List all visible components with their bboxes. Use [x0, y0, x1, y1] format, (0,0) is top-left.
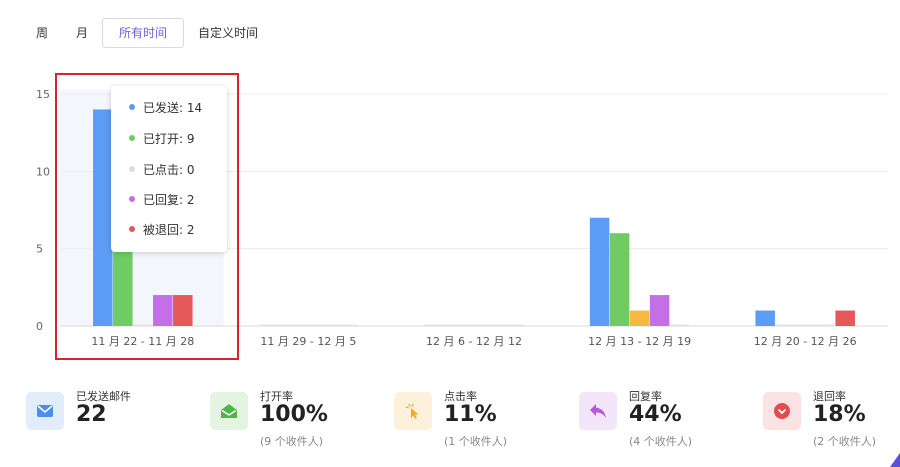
highlight-box [55, 73, 239, 360]
bar-4-4 [835, 310, 855, 326]
x-tick-label: 12 月 20 - 12 月 26 [754, 335, 857, 348]
bar-2-2 [464, 324, 484, 326]
y-tick-label: 10 [36, 165, 50, 178]
stat-label: 点击率 [444, 390, 477, 403]
tab-week[interactable]: 周 [36, 26, 49, 40]
stat-value: 22 [76, 402, 107, 427]
bar-0-4 [755, 310, 775, 326]
bar-4-3 [669, 324, 690, 326]
tab-all-time[interactable]: 所有时间 [102, 18, 185, 48]
tooltip-dot-bounced [129, 226, 135, 232]
bar-2-1 [298, 324, 319, 326]
x-tick-label: 11 月 29 - 12 月 5 [260, 335, 356, 348]
y-tick-label: 15 [36, 88, 50, 101]
stat-sub: (2 个收件人) [813, 435, 877, 448]
stat-value: 100% [260, 402, 328, 427]
bar-3-0 [153, 295, 173, 326]
stat-sub: (1 个收件人) [444, 435, 508, 448]
bar-3-2 [484, 324, 504, 326]
tab-month[interactable]: 月 [76, 26, 89, 40]
tooltip-item-bounced: 被退回: 2 [129, 221, 195, 237]
tooltip-label-bounced: 被退回: 2 [143, 222, 195, 237]
stat-value: 11% [444, 402, 497, 427]
tooltip-dot-replied [129, 196, 135, 202]
bar-4-1 [338, 324, 359, 326]
bar-0-1 [258, 324, 279, 326]
bar-0-3 [589, 217, 610, 326]
mail-icon [26, 392, 64, 430]
stat-value: 44% [629, 402, 682, 427]
x-tick-label: 12 月 6 - 12 月 12 [426, 335, 522, 348]
cursor-click-icon [394, 392, 432, 430]
bar-3-1 [318, 324, 339, 326]
bar-2-3 [629, 310, 650, 326]
bounce-icon [763, 392, 801, 430]
chart-tooltip: 已发送: 14 已打开: 9 已点击: 0 已回复: 2 被退回: 2 [111, 86, 227, 252]
x-tick-label: 11 月 22 - 11 月 28 [91, 335, 194, 348]
stats-bar: 已发送邮件 22 打开率 100% (9 个收件人) 点击率 11% (1 个收… [0, 388, 900, 458]
bar-3-3 [649, 295, 670, 326]
tooltip-item-replied: 已回复: 2 [129, 191, 195, 207]
tooltip-dot-clicked [129, 166, 135, 172]
tooltip-label-replied: 已回复: 2 [143, 192, 195, 207]
bar-1-4 [775, 324, 795, 326]
y-tick-label: 0 [36, 320, 43, 333]
stat-label: 退回率 [813, 390, 846, 403]
bar-3-4 [815, 324, 835, 326]
stat-label: 已发送邮件 [76, 390, 131, 403]
x-tick-label: 12 月 13 - 12 月 19 [588, 335, 691, 348]
bar-1-3 [609, 233, 630, 326]
stat-sub: (4 个收件人) [629, 435, 693, 448]
stat-value: 18% [813, 402, 866, 427]
bar-4-0 [173, 295, 193, 326]
tooltip-label-sent: 已发送: 14 [143, 100, 203, 115]
stat-label: 打开率 [260, 390, 293, 403]
tooltip-label-clicked: 已点击: 0 [143, 162, 195, 177]
y-tick-label: 5 [36, 243, 43, 256]
tooltip-item-clicked: 已点击: 0 [129, 161, 195, 177]
reply-icon [579, 392, 617, 430]
bar-1-2 [444, 324, 464, 326]
tooltip-item-sent: 已发送: 14 [129, 99, 202, 115]
open-mail-icon [210, 392, 248, 430]
bar-0-2 [424, 324, 444, 326]
stat-label: 回复率 [629, 390, 662, 403]
bar-4-2 [504, 324, 524, 326]
bar-2-0 [133, 324, 153, 326]
tooltip-dot-sent [129, 104, 135, 110]
bar-1-1 [278, 324, 299, 326]
tooltip-label-opened: 已打开: 9 [143, 131, 195, 146]
bar-2-4 [795, 324, 815, 326]
time-range-tabs: 周 月 所有时间 自定义时间 [22, 18, 272, 48]
tab-custom-time[interactable]: 自定义时间 [198, 26, 259, 40]
bar-0-0 [93, 109, 113, 326]
stat-sub: (9 个收件人) [260, 435, 324, 448]
tooltip-dot-opened [129, 135, 135, 141]
tooltip-item-opened: 已打开: 9 [129, 130, 195, 146]
corner-decoration [890, 453, 900, 467]
